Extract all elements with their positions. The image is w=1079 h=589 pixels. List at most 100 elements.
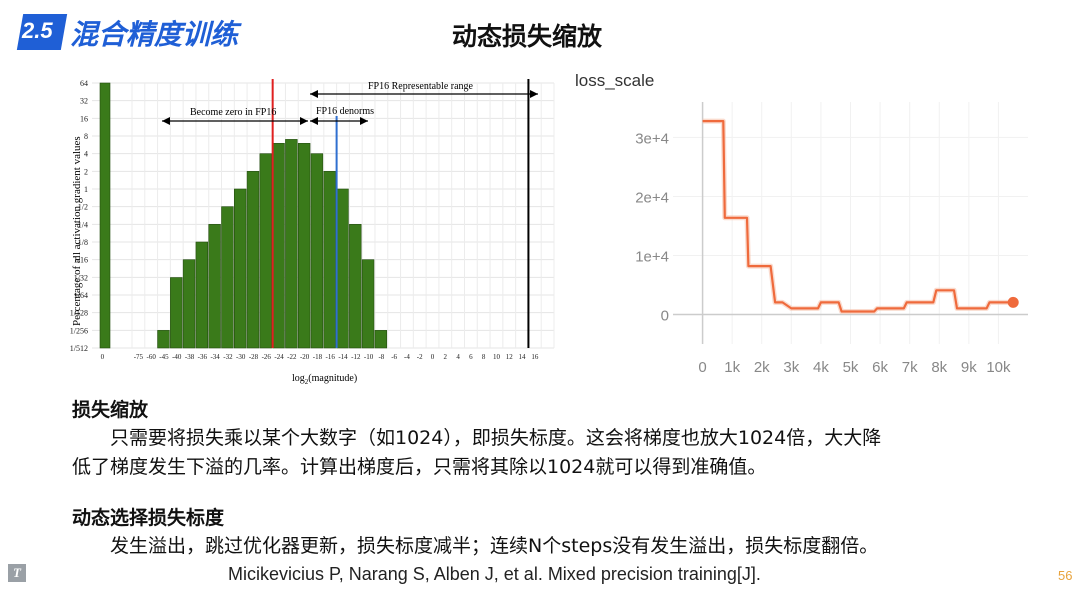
x-tick-label: -10 [364,353,374,361]
x-tick-label: -8 [378,353,384,361]
x-tick-label: -75 [134,353,144,361]
x-tick-label: -2 [417,353,423,361]
y-tick-label: 1 [84,185,88,194]
y-tick-label: 16 [80,114,88,123]
x-tick-label: 4 [456,353,460,361]
histogram-bar [195,241,209,349]
histogram-bar [246,171,260,349]
loss-y-tick-label: 0 [661,307,669,324]
histogram-bar [349,224,362,349]
histogram-bar [374,330,388,349]
section2-title: 动态选择损失标度 [72,507,225,529]
x-tick-label: -60 [147,353,157,361]
become-zero-label: Become zero in FP16 [190,107,276,118]
loss-scale-chart: loss_scale 3e+4 2e+4 1e+4 0 0 1k 2k 3k 4k 5k 6k 7k… [575,71,1028,376]
x-tick-label: 16 [531,353,539,361]
x-tick-label: -22 [287,353,297,361]
page-number: 56 [1058,568,1073,583]
y-tick-label: 1/512 [70,344,88,353]
loss-series-endpoint [1007,296,1019,308]
x-tick-label: -4 [404,353,410,361]
y-tick-label: 1/32 [74,273,88,282]
loss-x-tick-label: 6k [872,359,888,376]
histogram-bar [285,139,298,349]
x-tick-label: -32 [223,353,233,361]
loss-x-tick-label: 4k [813,359,829,376]
section1-title: 损失缩放 [72,399,149,421]
denorms-arrowhead-left [310,117,318,125]
histogram-bar [259,153,272,349]
histogram-bar [170,277,183,349]
y-tick-label: 32 [80,97,88,106]
histogram-bar [272,143,285,349]
x-tick-label: 0 [101,353,105,361]
x-tick-label: 6 [469,353,473,361]
gradient-histogram-chart: 64321684211/21/41/81/161/321/641/1281/25… [70,79,555,386]
loss-x-tick-label: 10k [986,359,1011,376]
histogram-bar [323,171,336,349]
fp16-range-label: FP16 Representable range [368,81,474,92]
loss-grid [673,102,1028,344]
x-tick-label: -14 [338,353,348,361]
loss-series-smooth [702,118,1014,314]
fp16-range-arrowhead-right [530,90,538,98]
histogram-x-ticks: 0 -75 -60 -45 -40 -38 -36 -34 -32 -30 -28 -26 -24 -22… [101,353,539,361]
x-tick-label: -12 [351,353,361,361]
histogram-bar [234,188,247,349]
y-tick-label: 64 [80,79,88,88]
y-tick-label: 1/4 [78,220,88,229]
loss-x-tick-label: 0 [698,359,706,376]
loss-y-tick-label: 1e+4 [635,248,669,265]
loss-x-tick-label: 8k [931,359,947,376]
y-tick-label: 1/64 [74,291,88,300]
y-tick-label: 1/128 [70,309,88,318]
x-tick-label: -16 [326,353,336,361]
loss-y-tick-label: 2e+4 [635,189,669,206]
loss-x-tick-label: 7k [902,359,918,376]
x-tick-label: -6 [391,353,397,361]
loss-x-tick-label: 9k [961,359,977,376]
loss-y-tick-label: 3e+4 [635,130,669,147]
x-tick-label: -20 [300,353,310,361]
histogram-bar [310,153,324,349]
y-tick-label: 1/16 [74,256,88,265]
x-tick-label: -28 [249,353,259,361]
loss-x-ticks: 0 1k 2k 3k 4k 5k 6k 7k 8k 9k 10k [698,359,1011,376]
histogram-bar [297,143,311,349]
histogram-x-label: log2(magnitude) [292,373,357,386]
histogram-markers [271,79,530,348]
section-title: 混合精度训练 [70,18,239,51]
section1-line1: 只需要将损失乘以某个大数字（如1024），即损失标度。这会将梯度也放大1024倍… [110,427,882,449]
loss-series [702,118,1019,314]
fp16-range-arrowhead-left [310,90,318,98]
histogram-bar [336,188,349,349]
x-tick-label: -45 [159,353,169,361]
x-tick-label: 8 [482,353,486,361]
become-zero-arrowhead-right [300,117,308,125]
y-tick-label: 4 [84,150,88,159]
histogram-y-ticks: 64 32 16 8 4 2 1 1/2 1/4 1/8 1/16 1/32 1/64 1/128 1/25… [70,79,88,353]
histogram-bar [361,259,375,349]
x-tick-label: -30 [236,353,246,361]
x-tick-label: 12 [506,353,514,361]
section1-line2: 低了梯度发生下溢的几率。计算出梯度后，只需将其除以1024就可以得到准确值。 [72,456,767,478]
x-tick-label: -26 [262,353,272,361]
slide-title: 动态损失缩放 [452,22,603,51]
y-tick-label: 2 [84,167,88,176]
histogram-bar [221,206,234,349]
denorms-arrowhead-right [360,117,368,125]
x-tick-label: -36 [198,353,208,361]
footer-citation: Micikevicius P, Narang S, Alben J, et al… [228,564,761,584]
loss-x-tick-label: 2k [754,359,770,376]
become-zero-arrowhead-left [162,117,170,125]
y-tick-label: 1/256 [70,326,88,335]
histogram-bars [99,82,388,349]
loss-y-ticks: 3e+4 2e+4 1e+4 0 [635,130,669,324]
x-tick-label: -34 [210,353,220,361]
histogram-bar [208,224,221,349]
y-tick-label: 1/8 [78,238,88,247]
histogram-bar [99,82,111,349]
x-tick-label: 14 [519,353,527,361]
footer-logo-icon: T [8,564,26,582]
y-tick-label: 8 [84,132,88,141]
